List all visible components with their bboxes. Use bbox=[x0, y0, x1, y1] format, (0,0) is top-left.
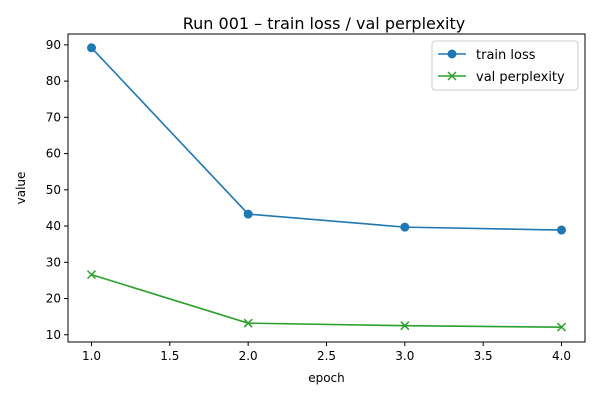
y-tick-label: 20 bbox=[46, 292, 61, 306]
legend-marker-val-perplexity bbox=[447, 71, 457, 81]
plot-frame bbox=[67, 33, 586, 343]
data-point-val-perplexity bbox=[243, 318, 253, 328]
y-tick-label: 10 bbox=[46, 328, 61, 342]
x-tick-label: 3.0 bbox=[395, 349, 414, 363]
data-point-train-loss bbox=[557, 225, 566, 235]
data-point-val-perplexity bbox=[556, 322, 567, 332]
y-tick-label: 50 bbox=[46, 183, 61, 197]
y-tick-label: 40 bbox=[46, 219, 61, 233]
y-tick-label: 80 bbox=[46, 74, 61, 88]
data-point-train-loss bbox=[243, 209, 253, 219]
y-tick-label: 60 bbox=[46, 147, 61, 161]
legend-label-val-perplexity: val perplexity bbox=[476, 70, 565, 85]
x-tick-label: 2.5 bbox=[317, 349, 336, 363]
x-tick-label: 2.0 bbox=[239, 349, 258, 363]
series-line-train-loss bbox=[90, 47, 562, 231]
x-tick-label: 3.5 bbox=[474, 349, 493, 363]
y-tick-label: 30 bbox=[46, 255, 61, 269]
data-point-train-loss bbox=[87, 43, 96, 53]
y-axis-label: value bbox=[14, 172, 28, 205]
legend-label-train-loss: train loss bbox=[476, 48, 536, 63]
data-point-train-loss bbox=[400, 222, 410, 232]
legend-box bbox=[431, 40, 579, 91]
series-layer bbox=[86, 43, 567, 332]
x-tick-label: 4.0 bbox=[552, 349, 571, 363]
x-axis-label: epoch bbox=[308, 371, 345, 385]
y-axis: 10 20 30 40 50 60 70 80 90 bbox=[46, 38, 68, 342]
y-tick-label: 70 bbox=[46, 110, 61, 124]
data-point-val-perplexity bbox=[86, 270, 97, 280]
series-line-val-perplexity bbox=[91, 273, 562, 328]
legend: train loss val perplexity bbox=[431, 40, 579, 91]
x-axis: 1.0 1.5 2.0 2.5 3.0 3.5 4.0 bbox=[82, 342, 571, 363]
x-tick-label: 1.5 bbox=[160, 349, 179, 363]
data-point-val-perplexity bbox=[400, 321, 410, 331]
x-tick-label: 1.0 bbox=[82, 349, 101, 363]
chart-title: Run 001 – train loss / val perplexity bbox=[183, 14, 465, 33]
y-tick-label: 90 bbox=[46, 38, 61, 52]
legend-marker-train-loss bbox=[447, 49, 457, 59]
